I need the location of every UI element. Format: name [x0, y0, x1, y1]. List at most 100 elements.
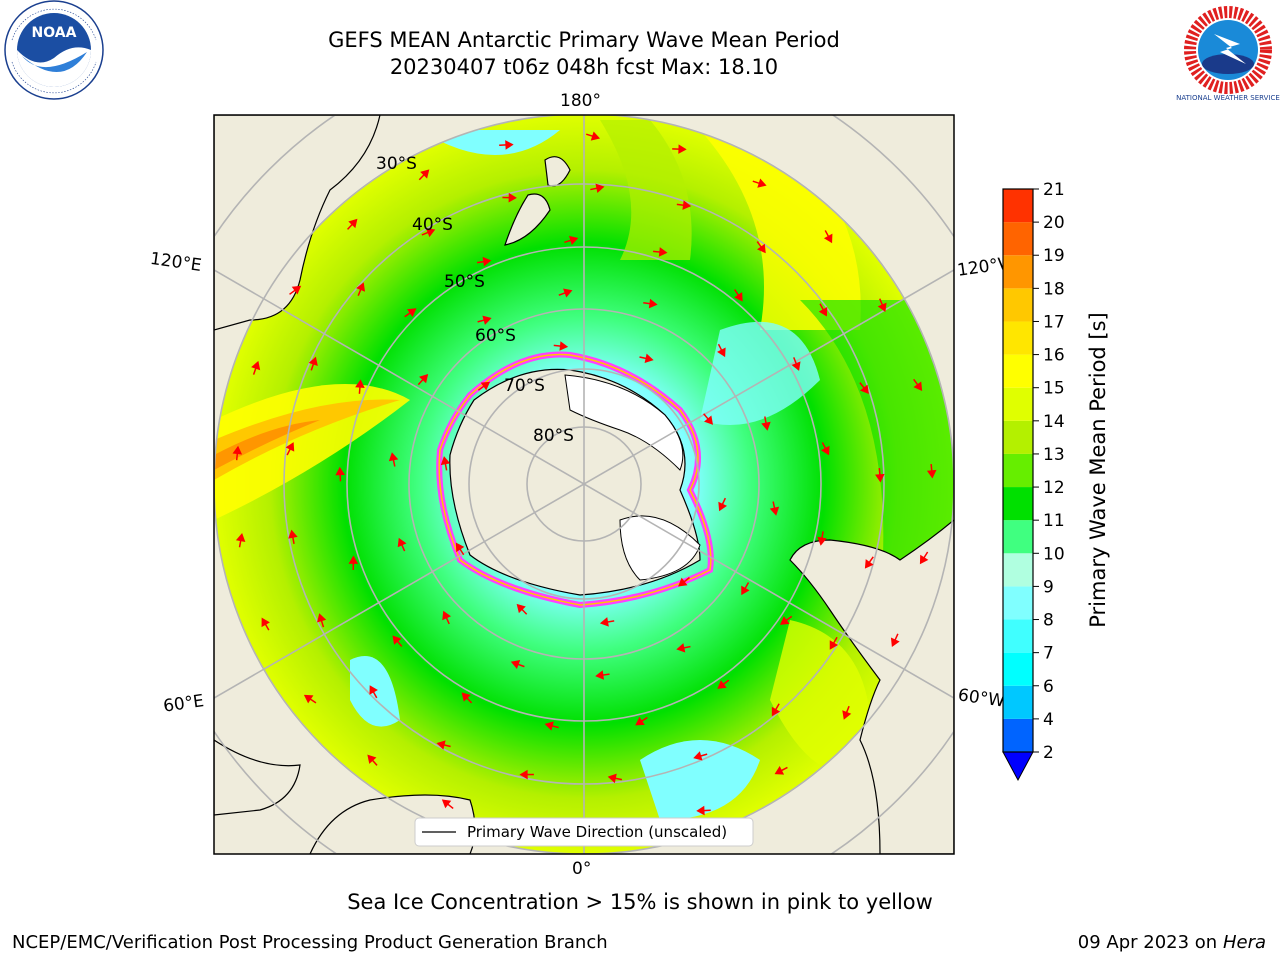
wave-direction-arrow	[859, 382, 869, 395]
map-frame	[213, 114, 955, 855]
wave-direction-arrow	[752, 178, 767, 188]
wave-direction-arrow	[586, 131, 601, 141]
wave-direction-arrow	[717, 679, 730, 689]
wave-direction-arrow	[643, 298, 658, 309]
colorbar-tick-label: 4	[1043, 710, 1054, 730]
period-band-yellow-east	[700, 120, 861, 330]
wave-direction-arrow	[235, 533, 246, 548]
wave-direction-arrow	[442, 610, 452, 625]
footer-credit: NCEP/EMC/Verification Post Processing Pr…	[12, 932, 608, 953]
colorbar-tick-label: 8	[1043, 611, 1054, 631]
colorbar-cell	[1003, 354, 1033, 388]
wave-direction-arrow	[926, 464, 937, 479]
colorbar-cell	[1003, 619, 1033, 653]
wave-direction-arrow	[544, 721, 559, 731]
colorbar-tick-label: 2	[1043, 743, 1054, 763]
colorbar-tick-label: 13	[1043, 445, 1065, 465]
wave-direction-arrow	[289, 285, 302, 295]
wave-direction-arrow	[761, 416, 771, 431]
colorbar-tick-label: 12	[1043, 478, 1065, 498]
noaa-logo-text: NOAA	[32, 25, 77, 41]
colorbar-tick-label: 14	[1043, 412, 1065, 432]
wave-direction-arrow	[232, 445, 243, 461]
wave-direction-arrow	[461, 692, 473, 704]
south-america-land	[789, 519, 954, 854]
colorbar-extend-arrow	[1002, 751, 1034, 782]
wave-direction-arrow	[308, 356, 318, 371]
colorbar-cell	[1003, 288, 1033, 322]
map-title: GEFS MEAN Antarctic Primary Wave Mean Pe…	[328, 28, 840, 52]
colorbar-cell	[1003, 586, 1033, 620]
wave-direction-arrow	[696, 805, 711, 816]
lat-label-60s: 60°S	[475, 326, 516, 346]
wave-direction-arrow	[558, 288, 573, 298]
lon-label-180: 180°	[560, 91, 601, 111]
colorbar-tick-label: 20	[1043, 213, 1065, 233]
colorbar-cell	[1003, 685, 1033, 719]
wave-direction-arrow	[392, 635, 403, 647]
wave-direction-arrow	[875, 467, 885, 483]
wave-direction-arrow	[703, 413, 714, 425]
period-band-dark-orange	[214, 420, 320, 470]
lon-label-60e: 60°E	[162, 691, 205, 716]
nws-logo-text: NATIONAL WEATHER SERVICE	[1176, 94, 1280, 102]
wave-direction-arrow	[734, 289, 743, 302]
wave-direction-arrow	[404, 308, 417, 318]
wave-direction-arrow	[823, 230, 833, 244]
wave-direction-arrow	[502, 192, 517, 203]
wave-direction-arrow	[285, 442, 295, 456]
wave-direction-arrows	[232, 131, 937, 835]
wave-direction-arrow	[369, 685, 378, 699]
sea-ice-edge-inner	[438, 353, 712, 606]
colorbar-tick-label: 19	[1043, 246, 1065, 266]
wave-direction-arrow	[820, 442, 830, 456]
lon-label-120e: 120°E	[149, 249, 203, 276]
wave-direction-arrow	[741, 582, 750, 596]
lat-label-70s: 70°S	[504, 376, 545, 396]
wave-direction-arrow	[718, 497, 728, 512]
wave-direction-arrow	[595, 670, 610, 680]
wave-direction-arrow	[367, 754, 378, 766]
wave-direction-arrow	[417, 373, 429, 386]
wave-direction-arrow	[477, 381, 491, 391]
map-subtitle: 20230407 t06z 048h fcst Max: 18.10	[389, 55, 779, 79]
period-band-cyan-south	[640, 740, 760, 820]
wave-direction-arrow	[693, 751, 708, 761]
wave-direction-arrow	[756, 241, 766, 254]
wave-direction-arrow	[877, 298, 887, 313]
wave-direction-arrow	[919, 551, 929, 565]
wave-direction-arrow	[476, 256, 492, 267]
wave-direction-arrow	[829, 636, 839, 650]
wave-direction-arrow	[676, 200, 692, 210]
colorbar-cell	[1003, 553, 1033, 587]
footer-date: 09 Apr 2023 on Hera	[1078, 932, 1266, 953]
wave-direction-arrow	[672, 144, 687, 154]
antarctic-ice-shelf-ross	[564, 374, 684, 471]
wave-direction-arrow	[653, 247, 668, 257]
wave-direction-arrow	[356, 282, 366, 297]
colorbar-cell	[1003, 718, 1033, 752]
wave-direction-arrow	[418, 169, 430, 181]
lat-label-50s: 50°S	[444, 272, 485, 292]
period-band-yellow-south	[770, 620, 871, 772]
colorbar-tick-label: 6	[1043, 677, 1054, 697]
colorbar-cell	[1003, 321, 1033, 355]
wave-direction-arrow	[607, 773, 623, 784]
wave-direction-arrow	[890, 633, 900, 648]
wave-direction-arrow	[774, 766, 788, 775]
wave-direction-arrow	[676, 643, 691, 653]
nws-logo: NATIONAL WEATHER SERVICE	[1176, 2, 1280, 102]
colorbar-tick-label: 7	[1043, 644, 1054, 664]
colorbar-tick-label: 15	[1043, 379, 1065, 399]
colorbar-label: Primary Wave Mean Period [s]	[1086, 312, 1110, 628]
wave-direction-arrow	[347, 218, 358, 230]
wave-direction-arrow	[913, 378, 923, 391]
meridian-60e-120w	[214, 269, 954, 699]
colorbar-cell	[1003, 487, 1033, 521]
wave-direction-arrow	[355, 379, 365, 394]
colorbar-tick-label: 18	[1043, 279, 1065, 299]
footer-machine: Hera	[1222, 932, 1266, 953]
colorbar-cell	[1003, 189, 1033, 223]
wave-direction-arrow	[771, 703, 781, 717]
